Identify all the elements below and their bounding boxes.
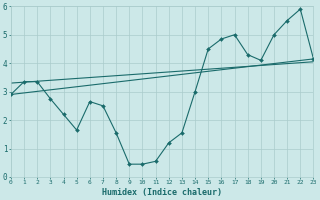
X-axis label: Humidex (Indice chaleur): Humidex (Indice chaleur) [102, 188, 222, 197]
